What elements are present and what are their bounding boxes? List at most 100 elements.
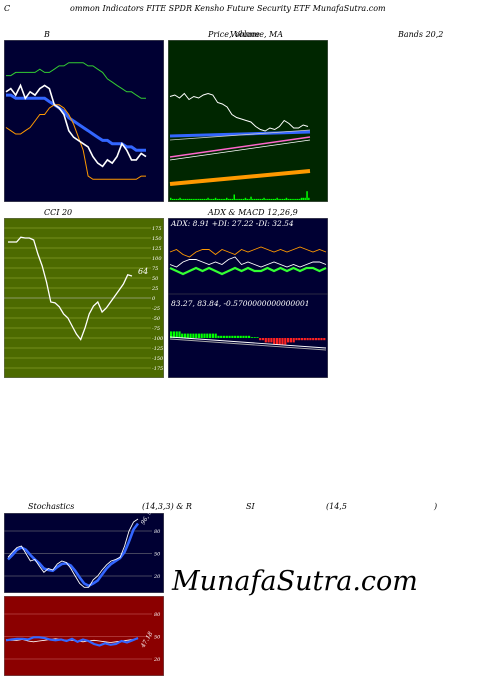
volume-bar: [170, 197, 172, 200]
volume-bar: [224, 198, 226, 200]
rsi-background: [4, 596, 164, 676]
cci-tick-label: -25: [152, 306, 160, 312]
volume-bar: [216, 198, 219, 200]
macd-bar: [236, 335, 240, 338]
cci-tick-label: 175: [152, 226, 162, 232]
volume-bar: [190, 198, 192, 200]
plus-di-line: [169, 256, 327, 268]
stoch-tick-label: 80: [154, 529, 161, 535]
macd-bar: [264, 338, 267, 343]
macd-bar: [183, 333, 187, 338]
volume-bar: [255, 198, 258, 200]
ma-white-line: [169, 139, 311, 161]
ma-grey-line: [169, 129, 311, 141]
macd-bar: [222, 335, 226, 338]
volume-bar: [287, 198, 290, 200]
cci-tick-label: -50: [152, 316, 161, 322]
bollinger-background: [4, 40, 164, 202]
macd-bar: [317, 338, 320, 341]
volume-bar: [293, 198, 295, 200]
macd-bar: [323, 338, 326, 341]
stoch-tick-label: 50: [154, 552, 161, 558]
macd-bar: [259, 338, 262, 341]
volume-bar: [220, 198, 222, 200]
volume-bar: [274, 198, 276, 200]
cci-value-label: 64: [138, 267, 148, 276]
macd-bar: [273, 338, 276, 345]
cci-tick-label: 150: [152, 236, 162, 242]
volume-bar: [233, 194, 235, 200]
ma-pink-line: [169, 136, 311, 158]
volume-bar: [259, 198, 262, 200]
cci-tick-label: 75: [152, 266, 158, 272]
macd-bar: [275, 338, 279, 345]
stoch-label-e: ): [434, 502, 438, 511]
macd-bar: [195, 333, 198, 338]
rsi-tick-label: 20: [153, 657, 161, 663]
macd-bar: [214, 333, 217, 338]
volume-bar: [240, 198, 243, 200]
macd-bar: [281, 338, 284, 345]
rsi-tick-label: 80: [154, 612, 161, 618]
macd-bar: [298, 338, 301, 341]
macd-bar: [312, 338, 315, 341]
rsi-line: [5, 636, 139, 647]
volume-bar: [235, 198, 237, 200]
price-label: Price, Volume, MA: [208, 30, 284, 39]
macd-bar: [172, 331, 175, 338]
macd-bar: [309, 338, 312, 341]
volume-bar: [257, 198, 260, 200]
macd-text: 83.27, 83.84, -0.5700000000000001: [171, 299, 310, 308]
cci-chart: 175 150 125 100 75 50 25 0 -25 -50 -75 -100 -125 -150…: [4, 218, 164, 378]
macd-bar: [189, 333, 192, 338]
volume-bar: [254, 198, 256, 200]
volume-bar: [300, 197, 303, 200]
volume-bar: [246, 198, 248, 200]
watermark: MunafaSutra.com: [172, 566, 418, 597]
volume-bar: [186, 198, 189, 200]
volume-bar: [248, 198, 250, 200]
macd-bar: [248, 335, 251, 338]
volume-bar: [201, 198, 204, 200]
adx-macd-background: [168, 218, 328, 378]
macd-bar: [314, 338, 318, 341]
macd-bar: [175, 331, 178, 338]
macd-bar: [267, 338, 270, 343]
volume-bar: [272, 198, 275, 200]
cci-tick-label: 125: [152, 246, 162, 252]
cci-tick-label: -150: [152, 356, 164, 362]
volume-bar: [205, 198, 207, 200]
stoch-tick-label: 20: [153, 574, 161, 580]
bollinger-price-line: [5, 83, 147, 168]
volume-bar: [209, 198, 211, 200]
stoch-label-c: SI: [246, 502, 255, 511]
macd-bar: [200, 333, 203, 338]
bands-label: B: [44, 30, 50, 39]
volume-bar: [173, 198, 176, 200]
stoch-label-a: Stochastics: [28, 502, 75, 511]
macd-bar: [287, 338, 290, 343]
volume-bar: [188, 198, 191, 200]
macd-bar: [192, 333, 195, 338]
cci-line: [8, 236, 133, 341]
volume-bar: [214, 197, 217, 200]
cci-tick-label: -100: [152, 336, 164, 342]
macd-bar: [261, 338, 265, 341]
ma-orange-line: [169, 169, 311, 186]
volume-bar: [295, 198, 297, 200]
rsi-tick-label: 50: [154, 635, 161, 641]
volume-bar: [227, 198, 230, 200]
cci-tick-label: 50: [152, 276, 159, 282]
adx-macd-label: ADX & MACD 12,26,9: [208, 208, 298, 217]
volume-label-overlap: Volume: [230, 30, 260, 39]
header-c: C: [4, 4, 11, 13]
ma-blue-line: [169, 130, 311, 138]
volume-bar: [211, 198, 213, 200]
macd-bar: [197, 333, 201, 338]
bollinger-lower-band: [5, 104, 146, 180]
bands-right-label: Bands 20,2: [398, 30, 444, 39]
volume-bar: [212, 198, 215, 200]
macd-bar: [203, 333, 206, 338]
volume-bar: [261, 198, 263, 200]
macd-line: [169, 336, 327, 349]
